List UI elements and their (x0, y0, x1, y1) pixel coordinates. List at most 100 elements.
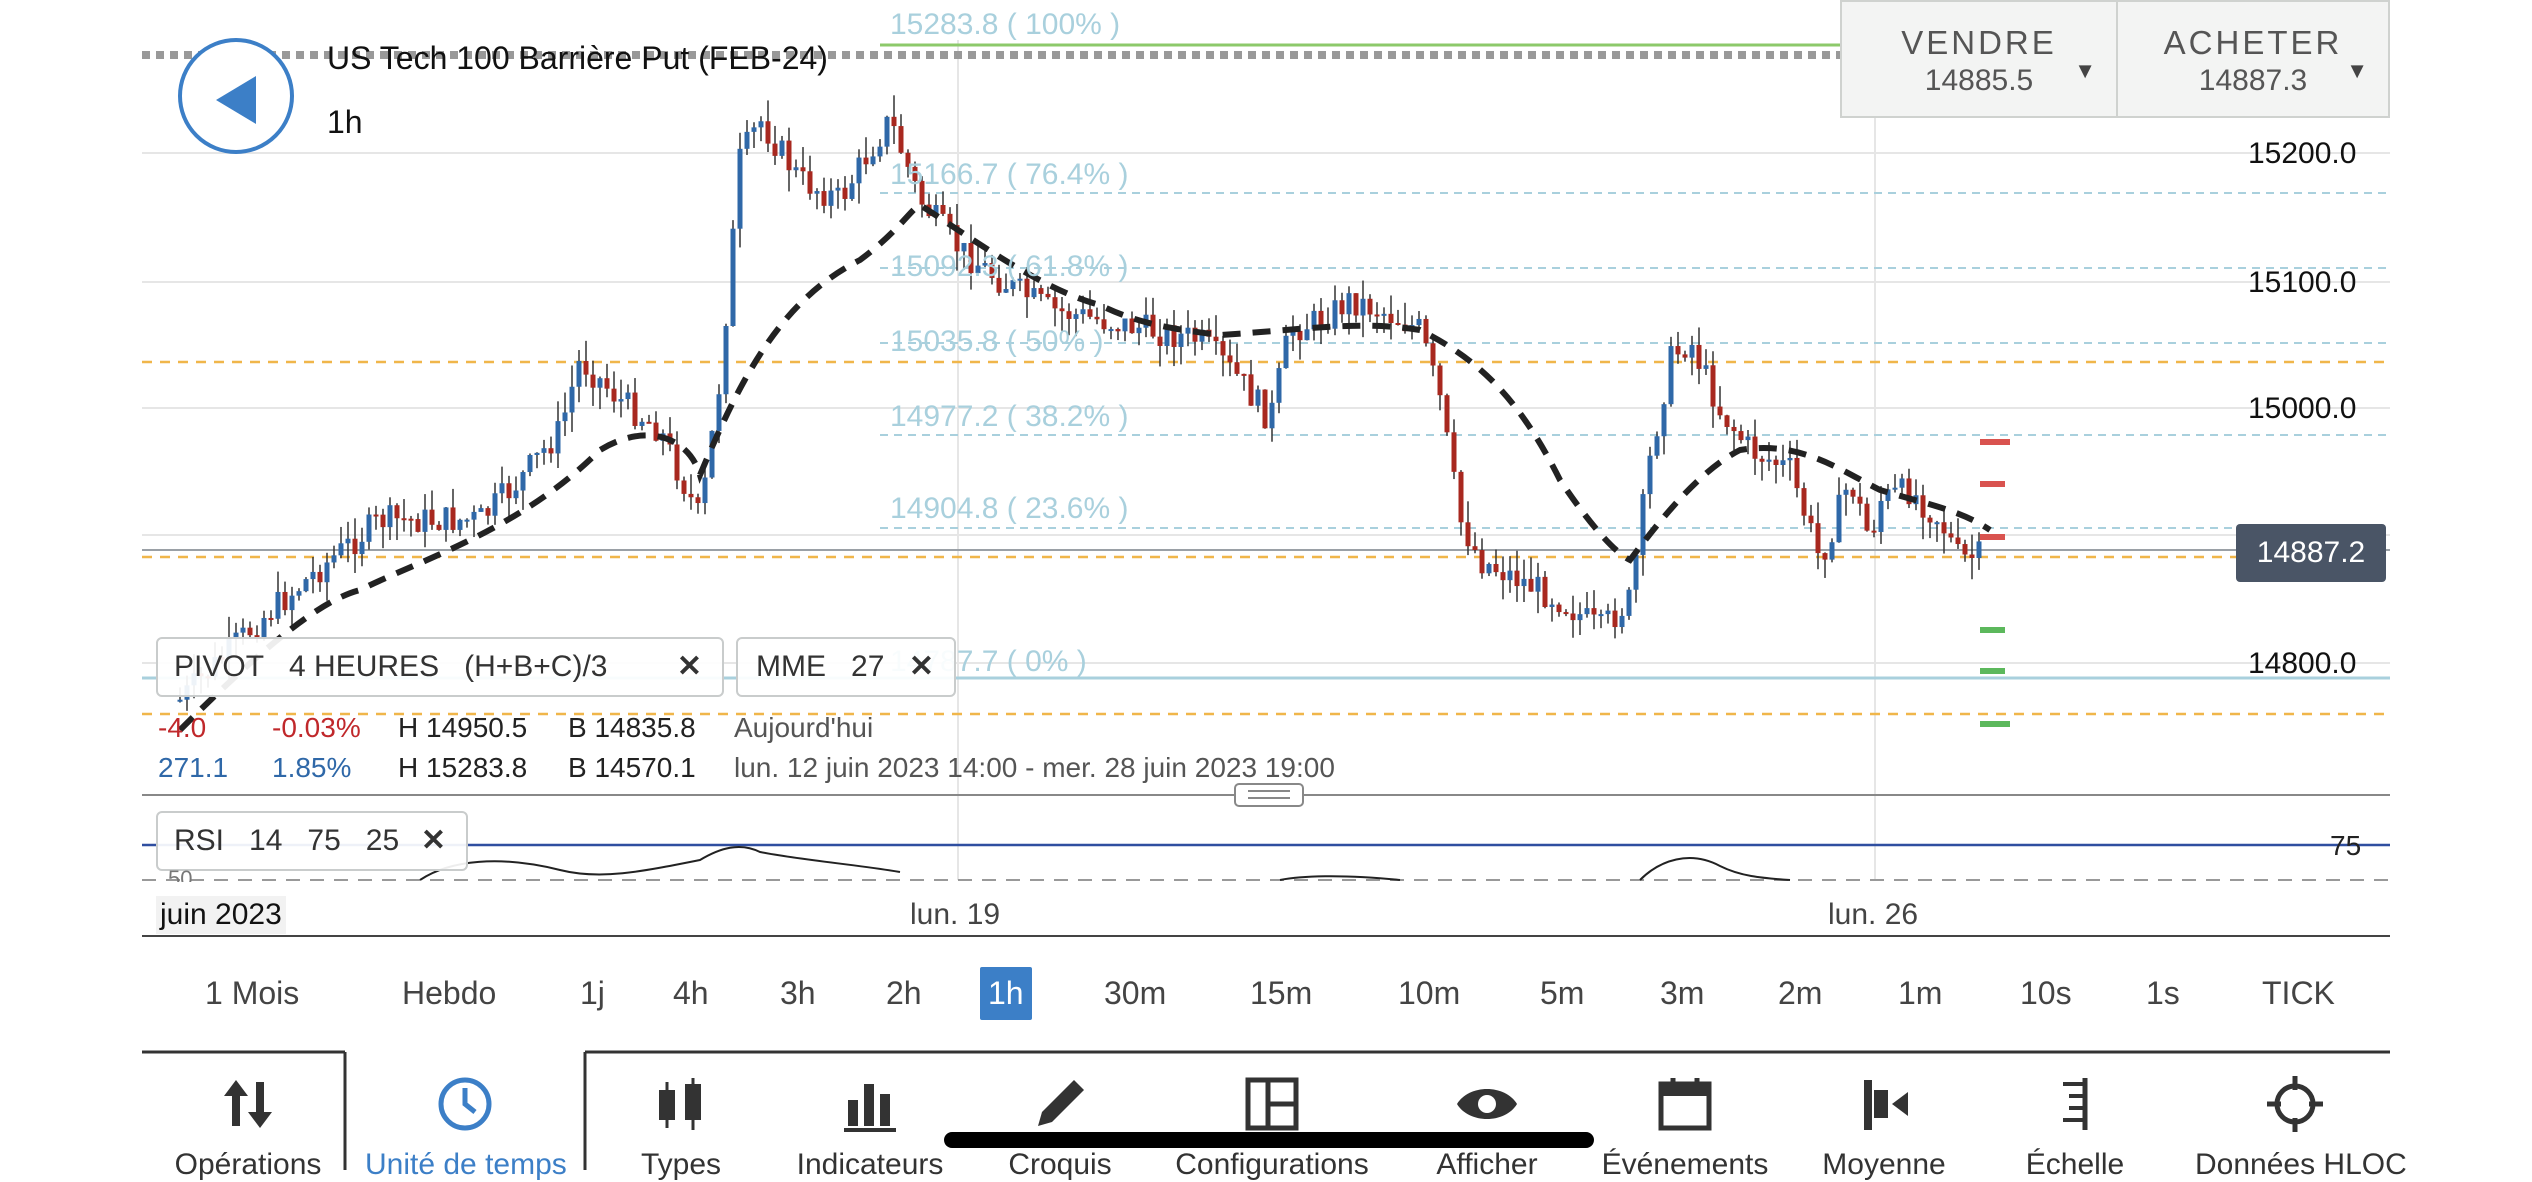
today-pct: -0.03% (272, 712, 361, 743)
fib-lines (880, 192, 2390, 529)
tf-1s[interactable]: 1s (2146, 975, 2180, 1011)
tf-tick[interactable]: TICK (2262, 975, 2335, 1011)
candle-body (1955, 537, 1961, 545)
candle-body (1675, 346, 1681, 355)
candle-body (597, 378, 603, 388)
candle-body (1052, 297, 1058, 309)
close-icon[interactable]: ✕ (908, 650, 934, 683)
candle-body (576, 360, 582, 387)
candle-body (1031, 288, 1037, 298)
candle-body (541, 448, 547, 453)
tool-scale[interactable]: Échelle (1975, 1070, 2175, 1182)
tool-display[interactable]: Afficher (1387, 1070, 1587, 1182)
close-icon[interactable]: ✕ (420, 824, 446, 857)
calendar-icon (1658, 1078, 1712, 1131)
tool-indicators[interactable]: Indicateurs (770, 1070, 970, 1182)
candle-body (1976, 541, 1982, 559)
tf-3m[interactable]: 3m (1660, 975, 1705, 1011)
candle-body (1080, 309, 1086, 315)
candle-body (1528, 578, 1534, 592)
tool-sketch[interactable]: Croquis (960, 1070, 1160, 1182)
candle-body (1731, 426, 1737, 432)
candle-body (240, 627, 246, 633)
tool-configurations[interactable]: Configurations (1172, 1070, 1372, 1182)
candle-body (1255, 389, 1261, 406)
tf-3h[interactable]: 3h (780, 975, 816, 1011)
fib-label: 15092.3 ( 61.8% ) (890, 250, 1129, 283)
tf-hebdo[interactable]: Hebdo (402, 975, 497, 1011)
candle-body (527, 454, 533, 473)
rsi-params: 14 75 25 (249, 824, 400, 857)
candle-body (1941, 522, 1947, 534)
candle-body (422, 509, 428, 532)
candle-body (863, 157, 869, 165)
candle-body (1087, 309, 1093, 317)
candle-body (1059, 308, 1065, 312)
tool-label: Configurations (1175, 1148, 1369, 1181)
candle-body (387, 505, 393, 528)
candle-body (1668, 346, 1674, 405)
tool-label: Échelle (2025, 1148, 2125, 1181)
candle-body (1122, 318, 1128, 332)
candle-body (1066, 311, 1072, 319)
fib-label: 15166.7 ( 76.4% ) (890, 158, 1129, 191)
tool-events[interactable]: Événements (1585, 1070, 1785, 1182)
candle-body (1584, 608, 1590, 615)
tool-timeframe[interactable]: Unité de temps (365, 1070, 567, 1182)
tool-types[interactable]: Types (581, 1070, 781, 1182)
candle-body (310, 571, 316, 580)
candle-body (1696, 344, 1702, 369)
sell-button[interactable]: VENDRE 14885.5 ▼ (1840, 0, 2118, 118)
candle-body (1444, 395, 1450, 433)
close-icon[interactable]: ✕ (676, 650, 702, 683)
candle-body (1038, 288, 1044, 294)
candle-body (814, 191, 820, 194)
candle-body (506, 483, 512, 499)
candle-body (1885, 489, 1891, 501)
candle-body (1458, 471, 1464, 523)
tf-30m[interactable]: 30m (1104, 975, 1167, 1011)
rsi-name: RSI (174, 824, 225, 857)
month-label: juin 2023 (156, 896, 286, 934)
range-period: lun. 12 juin 2023 14:00 - mer. 28 juin 2… (734, 752, 1335, 783)
tf-1h[interactable]: 1h (980, 967, 1032, 1020)
tf-5m[interactable]: 5m (1540, 975, 1585, 1011)
candle-body (1430, 343, 1436, 366)
candle-body (1892, 487, 1898, 490)
tool-operations[interactable]: Opérations (148, 1070, 348, 1182)
pivot-indicator-chip[interactable]: PIVOT 4 HEURES (H+B+C)/3 ✕ (156, 637, 724, 697)
date-label: lun. 26 (1828, 898, 1919, 931)
arrows-icon (224, 1080, 272, 1128)
candle-body (450, 507, 456, 530)
tf-1m[interactable]: 1m (1898, 975, 1943, 1011)
candle-body (1108, 329, 1114, 332)
tf-15m[interactable]: 15m (1250, 975, 1313, 1011)
back-button[interactable] (178, 38, 294, 154)
tf-2h[interactable]: 2h (886, 975, 922, 1011)
rsi-level-50: 50 (168, 866, 193, 882)
tf-10m[interactable]: 10m (1398, 975, 1461, 1011)
tf-1j[interactable]: 1j (580, 975, 605, 1011)
candle-body (891, 116, 897, 127)
candle-body (471, 511, 477, 520)
mme-indicator-chip[interactable]: MME 27 ✕ (736, 637, 956, 697)
tool-hloc-data[interactable]: Données HLOC (2195, 1070, 2407, 1182)
tf-10s[interactable]: 10s (2020, 975, 2072, 1011)
tf-1-mois[interactable]: 1 Mois (205, 975, 300, 1011)
tool-average[interactable]: Moyenne (1784, 1070, 1984, 1182)
rsi-indicator-chip[interactable]: RSI 14 75 25 ✕ (156, 811, 468, 871)
candle-body (1766, 459, 1772, 462)
tool-label: Opérations (174, 1148, 322, 1181)
pivot-name: PIVOT (174, 650, 265, 683)
candle-body (569, 386, 575, 413)
candle-body (1234, 362, 1240, 374)
tf-4h[interactable]: 4h (673, 975, 709, 1011)
candle-body (681, 480, 687, 494)
candle-body (821, 191, 827, 206)
candle-body (1129, 318, 1135, 334)
candle-body (842, 187, 848, 199)
candle-body (1423, 318, 1429, 344)
buy-button[interactable]: ACHETER 14887.3 ▼ (2116, 0, 2390, 118)
tf-2m[interactable]: 2m (1778, 975, 1823, 1011)
